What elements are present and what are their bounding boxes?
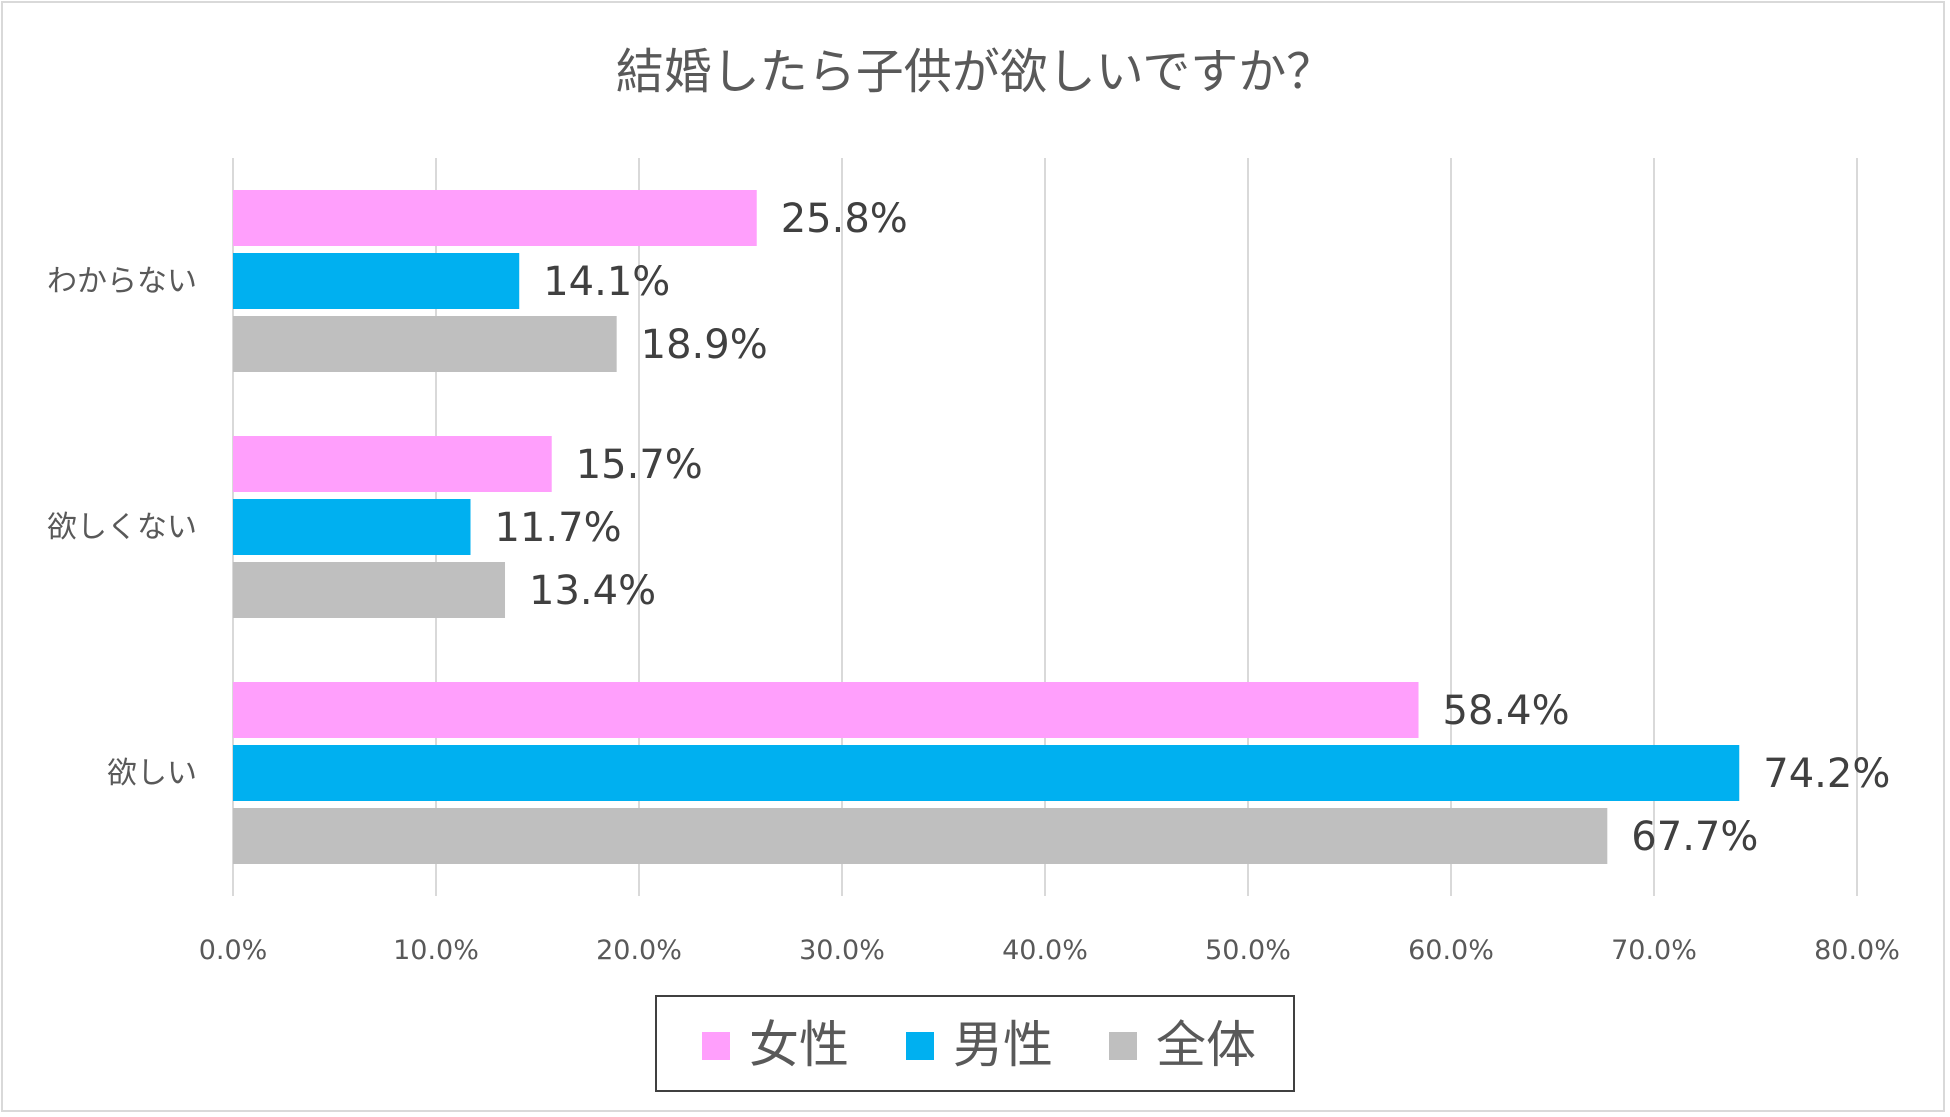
data-label: 14.1% — [543, 259, 670, 305]
data-label: 25.8% — [781, 196, 908, 242]
data-label: 11.7% — [495, 505, 622, 551]
bar — [233, 682, 1419, 738]
bars: 25.8% 14.1% 18.9% 15.7% 11.7% 13.4% 58.4% 74.2%… — [233, 190, 1890, 864]
legend-label: 男性 — [953, 1016, 1053, 1074]
data-label: 18.9% — [641, 322, 768, 368]
category-label: 欲しい — [107, 756, 197, 791]
x-tick-label: 50.0% — [1205, 935, 1291, 966]
x-tick-label: 30.0% — [799, 935, 885, 966]
legend-label: 全体 — [1156, 1016, 1256, 1074]
x-tick-label: 80.0% — [1814, 935, 1900, 966]
category-label: 欲しくない — [47, 510, 197, 545]
bar — [233, 436, 552, 492]
bar — [233, 562, 506, 618]
x-tick-label: 10.0% — [393, 935, 479, 966]
bar — [233, 745, 1740, 801]
data-label: 58.4% — [1443, 688, 1570, 734]
legend-swatch — [702, 1032, 730, 1060]
category-label: わからない — [47, 264, 197, 299]
chart-title: 結婚したら子供が欲しいですか？ — [616, 44, 1335, 100]
bar — [233, 253, 520, 309]
data-label: 15.7% — [576, 442, 703, 488]
legend: 女性 男性 全体 — [655, 995, 1295, 1092]
bar — [233, 316, 617, 372]
x-tick-label: 60.0% — [1408, 935, 1494, 966]
x-tick-label: 70.0% — [1611, 935, 1697, 966]
legend-label: 女性 — [749, 1016, 849, 1074]
data-label: 13.4% — [529, 568, 656, 614]
bar — [233, 190, 757, 246]
legend-swatch — [906, 1032, 934, 1060]
legend-box — [655, 995, 1295, 1092]
bar — [233, 808, 1608, 864]
data-label: 74.2% — [1763, 751, 1890, 797]
x-tick-labels: 0.0% 10.0% 20.0% 30.0% 40.0% 50.0% 60.0% 70.0% 8… — [199, 935, 1900, 966]
x-tick-label: 0.0% — [199, 935, 268, 966]
x-tick-label: 20.0% — [596, 935, 682, 966]
x-tick-label: 40.0% — [1002, 935, 1088, 966]
data-label: 67.7% — [1631, 814, 1758, 860]
legend-swatch — [1109, 1032, 1137, 1060]
bar — [233, 499, 471, 555]
